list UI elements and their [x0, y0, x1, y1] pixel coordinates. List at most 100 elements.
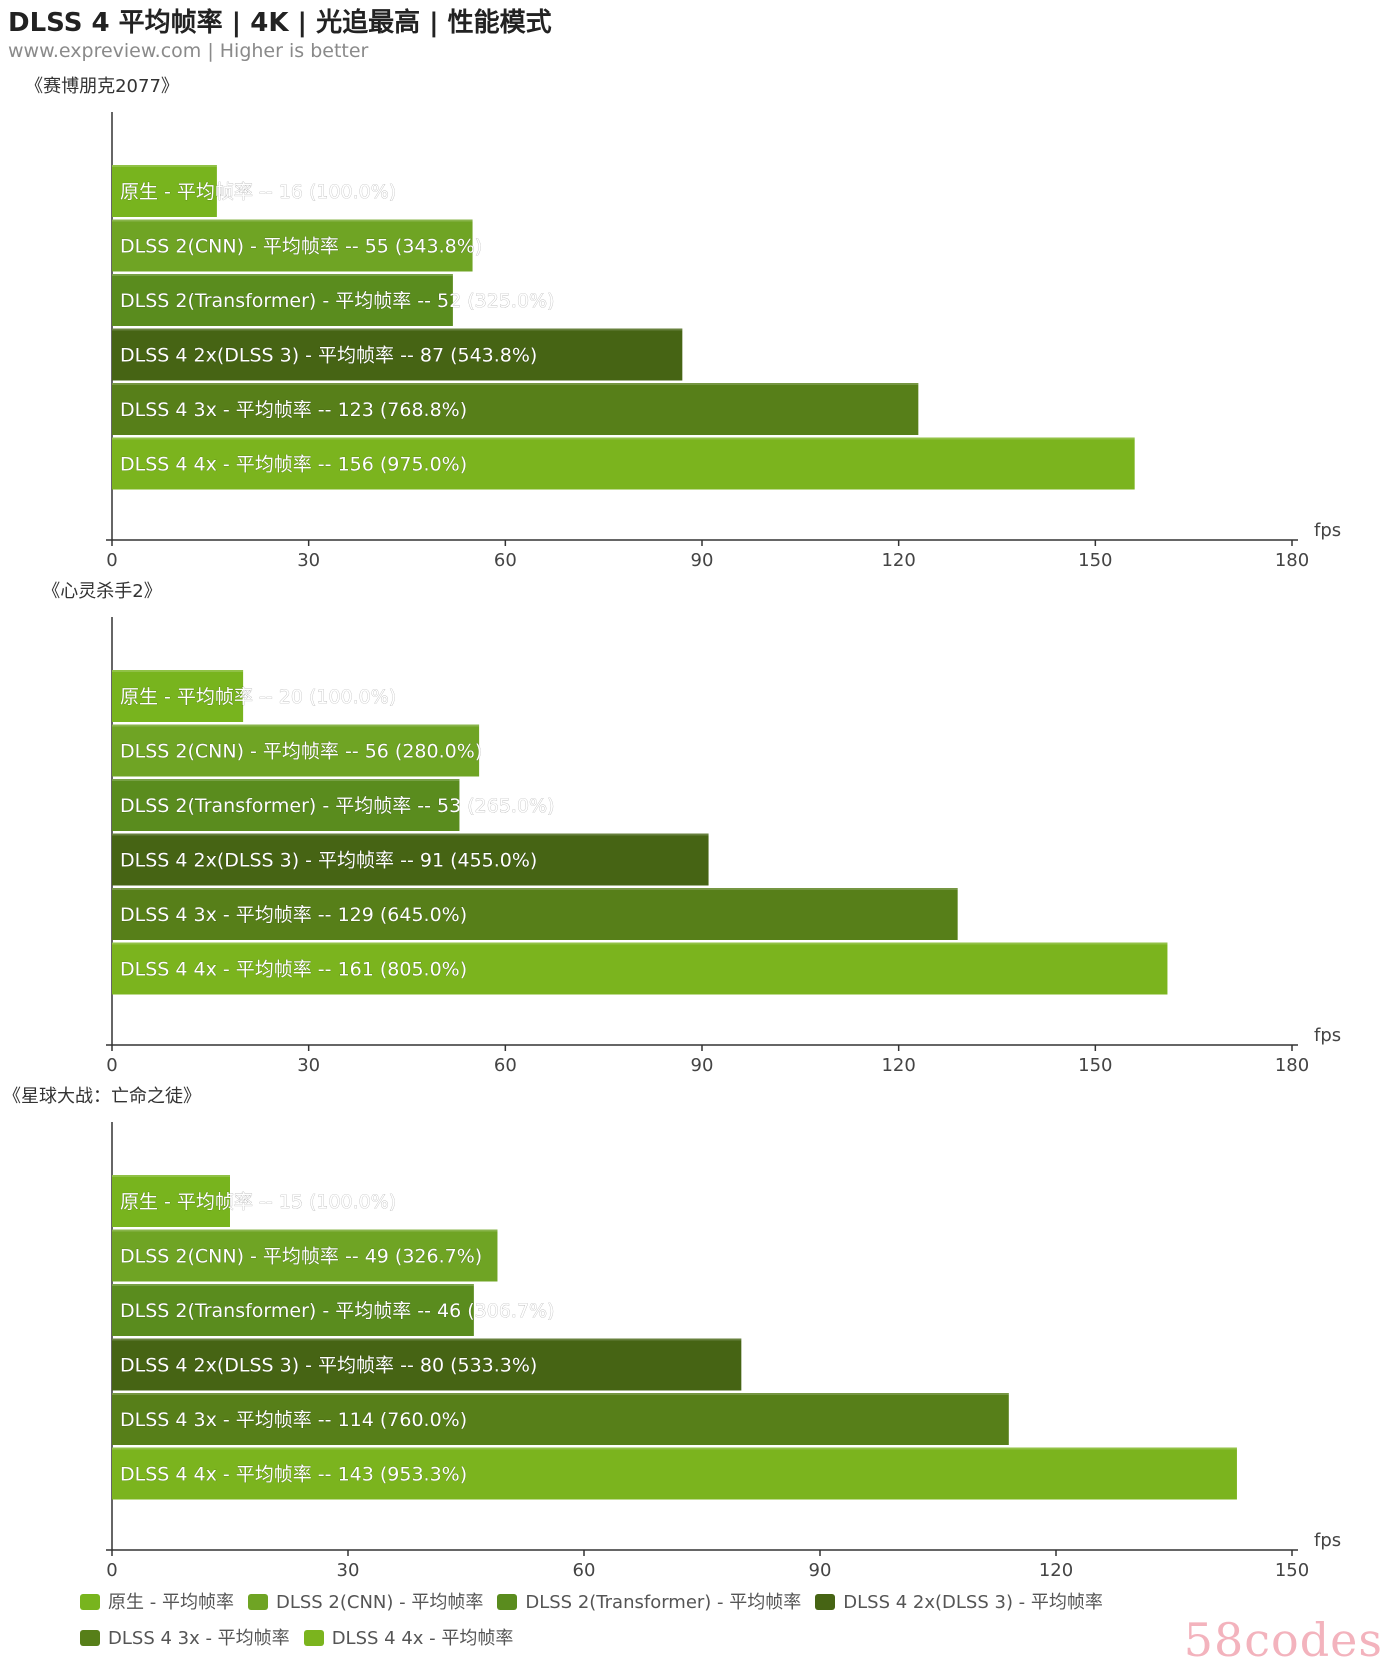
bar-highlight [112, 274, 453, 276]
bar-label: DLSS 4 3x - 平均帧率 -- 129 (645.0%) [120, 904, 467, 926]
legend-item[interactable]: DLSS 4 3x - 平均帧率 [80, 1624, 290, 1650]
x-tick-label: 30 [337, 1560, 360, 1581]
x-tick-label: 180 [1275, 1055, 1309, 1076]
x-tick-label: 180 [1275, 550, 1309, 571]
bar-highlight [112, 1175, 230, 1177]
x-axis-unit: fps [1314, 520, 1341, 541]
x-tick-label: 60 [573, 1560, 596, 1581]
bar-highlight [112, 1284, 474, 1286]
legend-label: 原生 - 平均帧率 [108, 1592, 234, 1613]
x-axis-unit: fps [1314, 1530, 1341, 1551]
legend-label: DLSS 2(Transformer) - 平均帧率 [525, 1592, 802, 1613]
bar [112, 1338, 742, 1391]
bar [112, 383, 919, 435]
bar-highlight [112, 1229, 498, 1232]
bar-label: DLSS 4 3x - 平均帧率 -- 123 (768.8%) [120, 399, 467, 421]
bar [112, 724, 480, 777]
chart-legend: 原生 - 平均帧率 DLSS 2(CNN) - 平均帧率 DLSS 2(Transf… [80, 1588, 1340, 1660]
x-tick-label: 90 [691, 550, 714, 571]
legend-swatch [497, 1594, 518, 1610]
legend-item[interactable]: DLSS 4 4x - 平均帧率 [303, 1624, 514, 1650]
watermark: 58codes [1183, 1613, 1383, 1667]
bar-label: DLSS 2(CNN) - 平均帧率 -- 56 (280.0%) [120, 741, 482, 763]
x-tick-label: 0 [106, 1055, 117, 1076]
legend-item[interactable]: DLSS 2(CNN) - 平均帧率 [247, 1588, 484, 1614]
bar-label: DLSS 2(Transformer) - 平均帧率 -- 46 (306.7%… [120, 1300, 555, 1322]
bar [112, 274, 453, 326]
bar-highlight [112, 383, 919, 385]
chart-title: 《星球大战：亡命之徒》 [3, 1086, 201, 1107]
bar [112, 1229, 498, 1282]
bar [112, 670, 244, 722]
x-tick-label: 30 [297, 550, 320, 571]
bar-label: DLSS 2(CNN) - 平均帧率 -- 49 (326.7%) [120, 1246, 482, 1268]
page-title: DLSS 4 平均帧率 | 4K | 光追最高 | 性能模式 [8, 8, 552, 38]
x-tick-label: 90 [691, 1055, 714, 1076]
bar-label: DLSS 4 4x - 平均帧率 -- 143 (953.3%) [120, 1464, 467, 1486]
bar-label: DLSS 4 4x - 平均帧率 -- 161 (805.0%) [120, 959, 467, 981]
bar-highlight [112, 1447, 1237, 1450]
bar-highlight [112, 779, 460, 781]
x-tick-label: 0 [106, 550, 117, 571]
bar [112, 328, 683, 381]
x-tick-label: 60 [494, 550, 517, 571]
bar [112, 165, 217, 217]
bar [112, 888, 958, 940]
bar [112, 219, 473, 272]
chart-title: 《赛博朋克2077》 [25, 76, 179, 97]
legend-item[interactable]: DLSS 2(Transformer) - 平均帧率 [497, 1588, 801, 1614]
bar-highlight [112, 328, 683, 331]
bar [112, 1447, 1237, 1500]
x-tick-label: 30 [297, 1055, 320, 1076]
bar-label: DLSS 4 3x - 平均帧率 -- 114 (760.0%) [120, 1409, 467, 1431]
page-subtitle: www.expreview.com | Higher is better [8, 40, 369, 62]
legend-label: DLSS 4 3x - 平均帧率 [108, 1628, 290, 1649]
x-tick-label: 60 [494, 1055, 517, 1076]
bar-highlight [112, 942, 1168, 945]
legend-item[interactable]: 原生 - 平均帧率 [80, 1588, 234, 1614]
bar-highlight [112, 219, 473, 222]
x-tick-label: 90 [809, 1560, 832, 1581]
x-tick-label: 0 [106, 1560, 117, 1581]
legend-swatch [303, 1630, 324, 1646]
bar [112, 1175, 230, 1227]
chart-title: 《心灵杀手2》 [42, 581, 161, 602]
legend-swatch [80, 1594, 100, 1610]
legend-label: DLSS 4 4x - 平均帧率 [331, 1628, 514, 1649]
bar-highlight [112, 833, 709, 836]
bar-label: DLSS 4 4x - 平均帧率 -- 156 (975.0%) [120, 454, 467, 476]
bar-highlight [112, 888, 958, 890]
bar [112, 1284, 474, 1336]
x-tick-label: 120 [1039, 1560, 1073, 1581]
bar-label: 原生 - 平均帧率 -- 20 (100.0%) [120, 686, 396, 708]
bar-label: DLSS 4 2x(DLSS 3) - 平均帧率 -- 91 (455.0%) [120, 850, 537, 872]
bar-highlight [112, 670, 244, 672]
bar-label: DLSS 2(Transformer) - 平均帧率 -- 52 (325.0%… [120, 290, 555, 312]
bar-highlight [112, 165, 217, 167]
x-axis-unit: fps [1314, 1025, 1341, 1046]
legend-label: DLSS 4 2x(DLSS 3) - 平均帧率 [843, 1592, 1103, 1613]
x-tick-label: 120 [881, 550, 915, 571]
bar-label: 原生 - 平均帧率 -- 16 (100.0%) [120, 181, 396, 203]
legend-swatch [247, 1594, 268, 1610]
bar [112, 779, 460, 831]
x-tick-label: 150 [1275, 1560, 1309, 1581]
bar-highlight [112, 1393, 1009, 1395]
bar-label: DLSS 4 2x(DLSS 3) - 平均帧率 -- 87 (543.8%) [120, 345, 537, 367]
x-tick-label: 150 [1078, 550, 1112, 571]
bar-label: 原生 - 平均帧率 -- 15 (100.0%) [120, 1191, 396, 1213]
bar [112, 833, 709, 886]
x-tick-label: 150 [1078, 1055, 1112, 1076]
bar [112, 942, 1168, 995]
bar-label: DLSS 2(CNN) - 平均帧率 -- 55 (343.8%) [120, 236, 482, 258]
bar-label: DLSS 2(Transformer) - 平均帧率 -- 53 (265.0%… [120, 795, 555, 817]
bar-label: DLSS 4 2x(DLSS 3) - 平均帧率 -- 80 (533.3%) [120, 1355, 537, 1377]
legend-swatch [80, 1630, 100, 1646]
legend-label: DLSS 2(CNN) - 平均帧率 [275, 1592, 484, 1613]
bar [112, 437, 1135, 490]
legend-item[interactable]: DLSS 4 2x(DLSS 3) - 平均帧率 [815, 1588, 1103, 1614]
bar-highlight [112, 1338, 742, 1341]
bar-highlight [112, 724, 480, 727]
legend-swatch [815, 1594, 836, 1610]
